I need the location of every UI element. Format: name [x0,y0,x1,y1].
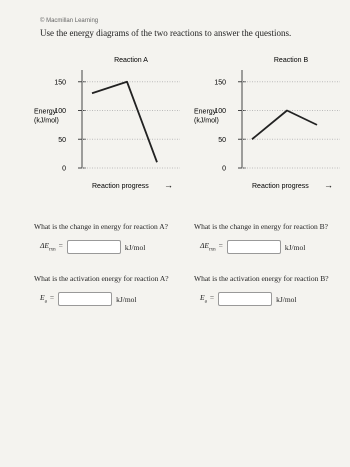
y-axis-label: (kJ/mol) [34,118,59,125]
answer-row: ΔErxn = kJ/mol [200,240,305,254]
symbol: ΔE [200,241,209,251]
y-tick-label: 150 [54,79,66,86]
symbol: ΔE [40,241,49,251]
subscript: a [204,299,207,305]
x-axis-label: Reaction progress [92,183,149,190]
answer-row: ΔErxn = kJ/mol [40,240,145,254]
x-axis-label: Reaction progress [252,183,309,190]
answer-input[interactable] [226,240,281,254]
copyright: © Macmillan Learning [40,18,99,24]
question-text: What is the change in energy for reactio… [34,222,168,231]
answer-label: ΔErxn = [200,241,223,253]
y-tick-label: 0 [62,166,66,173]
equals: = [58,241,63,251]
unit: kJ/mol [116,294,137,304]
question-text: What is the change in energy for reactio… [194,222,328,231]
unit: kJ/mol [276,294,297,304]
question-text: What is the activation energy for reacti… [194,274,329,283]
energy-curve [251,109,318,140]
subscript: a [44,299,47,305]
energy-diagram: Reaction B 0 50 100 150 Energy (kJ/mol) Reactio… [194,57,340,190]
answer-label: Ea = [200,293,214,305]
y-axis-label: (kJ/mol) [194,118,219,125]
energy-curve [91,80,158,163]
x-axis-arrow: → [164,180,173,190]
diagram-title: Reaction A [114,57,148,64]
unit: kJ/mol [284,242,306,252]
instruction: Use the energy diagrams of the two react… [40,28,292,38]
y-tick-label: 50 [218,137,226,144]
energy-diagram: Reaction A 0 50 100 150 Energy (kJ/mol) Reactio… [34,57,180,190]
answer-row: Ea = kJ/mol [200,292,296,306]
y-axis-label: Energy [194,109,217,116]
y-axis-label: Energy [34,109,57,116]
equals: = [218,241,223,251]
answer-input[interactable] [218,292,273,306]
answer-input[interactable] [66,240,121,254]
y-tick-label: 50 [58,137,66,144]
subscript: rxn [208,247,216,253]
symbol: E [40,293,45,303]
symbol: E [200,293,205,303]
diagram-title: Reaction B [274,57,309,64]
equals: = [49,293,55,303]
equals: = [209,293,215,303]
y-tick-label: 100 [214,108,226,115]
subscript: rxn [48,247,56,253]
y-tick-label: 150 [214,79,226,86]
x-axis-arrow: → [324,180,333,190]
answer-row: Ea = kJ/mol [40,292,136,306]
question-text: What is the activation energy for reacti… [34,274,169,283]
y-tick-label: 100 [54,108,66,115]
answer-input[interactable] [58,292,113,306]
answer-label: ΔErxn = [40,241,63,253]
answer-label: Ea = [40,293,54,305]
y-tick-label: 0 [222,166,226,173]
unit: kJ/mol [124,242,146,252]
